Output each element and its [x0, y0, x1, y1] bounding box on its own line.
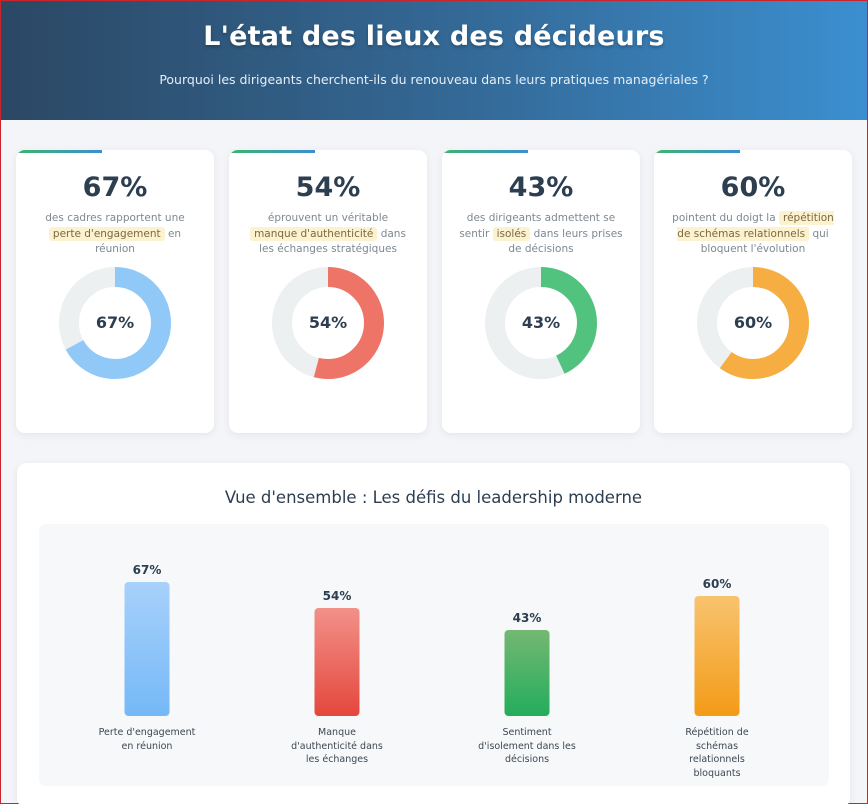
- overview-panel: Vue d'ensemble : Les défis du leadership…: [17, 463, 850, 804]
- stat-description: éprouvent un véritable manque d'authenti…: [243, 211, 413, 258]
- desc-text: dans leurs prises de décisions: [508, 227, 623, 256]
- stat-value: 60%: [720, 172, 786, 203]
- stat-description: pointent du doigt la répétition de schém…: [668, 211, 838, 258]
- page-title: L'état des lieux des décideurs: [203, 21, 665, 52]
- donut-arc: [272, 267, 384, 379]
- desc-text: des dirigeants admettent se sentir: [459, 212, 616, 240]
- donut-chart: [272, 267, 384, 379]
- donut-label: 43%: [521, 313, 561, 332]
- donut-label: 67%: [95, 313, 135, 332]
- desc-text: des cadres rapportent une: [45, 212, 185, 224]
- bar-category-label: Perte d'engagement en réunion: [98, 727, 196, 752]
- donut-chart: [485, 267, 597, 379]
- desc-text: dans les échanges stratégiques: [259, 227, 406, 256]
- stat-description: des cadres rapportent une perte d'engage…: [30, 211, 200, 258]
- desc-text: en réunion: [95, 227, 182, 256]
- card-accent-bar: [442, 150, 528, 153]
- stat-value: 43%: [508, 172, 574, 203]
- desc-text: éprouvent un véritable: [267, 212, 389, 224]
- stat-card-1: 67% des cadres rapportent une perte d'en…: [16, 150, 214, 433]
- stat-card-3: 43% des dirigeants admettent se sentir i…: [442, 150, 640, 433]
- chart-title: Vue d'ensemble : Les défis du leadership…: [224, 488, 643, 507]
- donut-label: 60%: [733, 313, 773, 332]
- bar-4: [694, 596, 740, 716]
- desc-highlight: manque d'authenticité: [250, 226, 378, 241]
- desc-highlight: isolés: [492, 226, 531, 241]
- bar-value-label: 54%: [323, 589, 352, 603]
- donut-chart: [697, 267, 809, 379]
- donut-arc: [485, 267, 597, 379]
- page-header: L'état des lieux des décideurs Pourquoi …: [1, 1, 867, 120]
- donut-label: 54%: [308, 313, 348, 332]
- bar-value-label: 67%: [133, 563, 162, 577]
- bar-chart-area: 67% 54% 43% 60% Perte d'engagement en réuni…: [39, 524, 829, 786]
- stat-card-2: 54% éprouvent un véritable manque d'auth…: [229, 150, 427, 433]
- bar-value-label: 43%: [513, 611, 542, 625]
- desc-text: pointent du doigt la: [672, 212, 776, 224]
- stat-value: 67%: [82, 172, 148, 203]
- bar-1: [124, 582, 170, 716]
- bar-value-label: 60%: [703, 577, 732, 591]
- stat-card-4: 60% pointent du doigt la répétition de s…: [654, 150, 852, 433]
- card-accent-bar: [654, 150, 740, 153]
- bar-category-label: Manque d'authenticité dans les échanges: [291, 727, 383, 765]
- bar-3: [504, 630, 550, 716]
- desc-highlight: perte d'engagement: [48, 226, 165, 241]
- donut-chart: [59, 267, 171, 379]
- bar-category-label: Répétition de schémas relationnels bloqu…: [685, 727, 749, 779]
- bar-2: [314, 608, 360, 716]
- donut-arc: [59, 267, 171, 379]
- bar-category-label: Sentiment d'isolement dans les décisions: [478, 727, 576, 765]
- stat-value: 54%: [295, 172, 361, 203]
- bar-chart: 67% 54% 43% 60%: [124, 563, 740, 716]
- desc-text: qui bloquent l'évolution: [700, 227, 829, 256]
- donut-arc: [697, 267, 809, 379]
- card-accent-bar: [16, 150, 102, 153]
- card-accent-bar: [229, 150, 315, 153]
- stat-description: des dirigeants admettent se sentir isolé…: [456, 211, 626, 258]
- page-subtitle: Pourquoi les dirigeants cherchent-ils du…: [159, 72, 709, 87]
